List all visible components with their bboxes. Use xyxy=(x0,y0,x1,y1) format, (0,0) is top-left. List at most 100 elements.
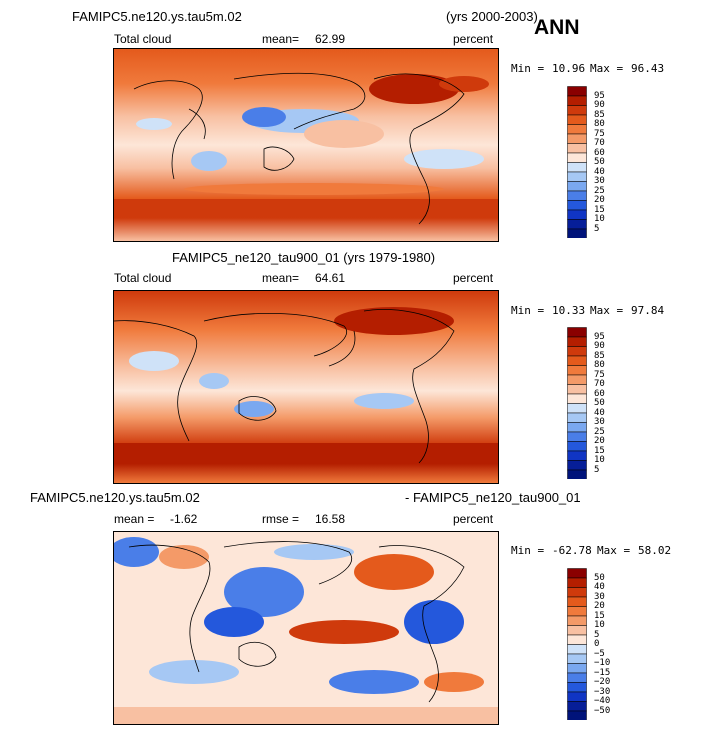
colorbar-box xyxy=(567,469,587,479)
panel3-rmse-value: 16.58 xyxy=(315,512,346,526)
colorbar-tick-label: 50 xyxy=(594,572,605,583)
panel1-map xyxy=(113,48,499,242)
colorbar-tick-label: 50 xyxy=(594,398,605,408)
colorbar-box xyxy=(567,663,587,674)
panel1-coastlines xyxy=(133,72,465,225)
colorbar-box xyxy=(567,606,587,617)
case1-years: (yrs 2000-2003) xyxy=(446,9,538,24)
panel3-max-label: Max = xyxy=(597,544,631,557)
colorbar-tick-label: −5 xyxy=(594,648,605,659)
season-label: ANN xyxy=(534,16,580,39)
panel1-cloud-blobs xyxy=(114,74,498,217)
panel3-mean-value: -1.62 xyxy=(170,512,198,526)
colorbar-box xyxy=(567,171,587,182)
colorbar-tick-label: 75 xyxy=(594,369,605,380)
panel3-title-right: - FAMIPC5_ne120_tau900_01 xyxy=(405,490,581,505)
colorbar-tick-label: 10 xyxy=(594,620,605,630)
colorbar-box xyxy=(567,105,587,116)
panel2-units: percent xyxy=(453,271,494,285)
panel1-field: Total cloud xyxy=(114,32,172,46)
colorbar-tick-label: 70 xyxy=(594,138,605,148)
colorbar-box xyxy=(567,384,587,395)
panel2-coastlines xyxy=(114,309,455,464)
colorbar-box xyxy=(567,181,587,192)
colorbar-tick-label: 40 xyxy=(594,582,605,592)
panel1-mean-label: mean= xyxy=(262,32,300,46)
colorbar-tick-label: −15 xyxy=(594,667,611,678)
colorbar-box xyxy=(567,355,587,366)
panel2-min-label: Min = xyxy=(511,304,545,317)
colorbar-box xyxy=(567,422,587,433)
colorbar-tick-label: 50 xyxy=(594,157,605,167)
colorbar-tick-label: 30 xyxy=(594,417,605,427)
panel3-colorbar xyxy=(567,568,587,720)
colorbar-box xyxy=(567,95,587,106)
colorbar-box xyxy=(567,374,587,385)
colorbar-box xyxy=(567,133,587,144)
colorbar-box xyxy=(567,691,587,702)
colorbar-box xyxy=(567,162,587,173)
colorbar-box xyxy=(567,596,587,607)
colorbar-tick-label: 5 xyxy=(594,629,600,640)
panel2-min-value: 10.33 xyxy=(552,304,586,317)
colorbar-box xyxy=(567,615,587,626)
panel1-max-label: Max = xyxy=(590,62,624,75)
panel3-map xyxy=(113,531,499,725)
panel2-mean-label: mean= xyxy=(262,271,300,285)
colorbar-tick-label: 10 xyxy=(594,214,605,224)
colorbar-box xyxy=(567,143,587,154)
panel3-mean-label: mean = xyxy=(114,512,155,526)
colorbar-tick-label: 85 xyxy=(594,350,605,361)
colorbar-tick-label: 60 xyxy=(594,388,605,399)
colorbar-tick-label: 15 xyxy=(594,445,605,456)
colorbar-tick-label: 80 xyxy=(594,360,605,370)
panel3-max-value: 58.02 xyxy=(638,544,672,557)
colorbar-box xyxy=(567,190,587,201)
colorbar-box xyxy=(567,625,587,636)
colorbar-tick-label: −10 xyxy=(594,658,611,668)
colorbar-tick-label: −40 xyxy=(594,696,611,706)
panel1-mean-value: 62.99 xyxy=(315,32,346,46)
colorbar-box xyxy=(567,634,587,645)
colorbar-box xyxy=(567,209,587,220)
colorbar-tick-label: 5 xyxy=(594,223,600,234)
panel2-colorbar xyxy=(567,327,587,479)
colorbar-tick-label: 70 xyxy=(594,379,605,389)
colorbar-tick-label: 40 xyxy=(594,407,605,418)
colorbar-tick-label: 20 xyxy=(594,195,605,205)
panel3-diff-blobs xyxy=(114,537,498,724)
colorbar-tick-label: 30 xyxy=(594,591,605,602)
panel1-colorbar xyxy=(567,86,587,238)
colorbar-tick-label: 85 xyxy=(594,109,605,120)
panel2-field: Total cloud xyxy=(114,271,172,285)
colorbar-box xyxy=(567,450,587,461)
colorbar-tick-label: 90 xyxy=(594,100,605,110)
colorbar-tick-label: 20 xyxy=(594,601,605,611)
panel3-title-left: FAMIPC5.ne120.ys.tau5m.02 xyxy=(30,490,200,505)
colorbar-box xyxy=(567,327,587,338)
colorbar-box xyxy=(567,365,587,376)
panel2-max-label: Max = xyxy=(590,304,624,317)
colorbar-box xyxy=(567,86,587,97)
colorbar-box xyxy=(567,644,587,655)
colorbar-box xyxy=(567,228,587,238)
panel3-min-label: Min = xyxy=(511,544,545,557)
colorbar-tick-label: 40 xyxy=(594,166,605,177)
panel3-min-value: -62.78 xyxy=(552,544,592,557)
colorbar-box xyxy=(567,336,587,347)
panel3-coastlines xyxy=(128,541,465,703)
colorbar-box xyxy=(567,152,587,163)
colorbar-box xyxy=(567,460,587,471)
colorbar-box xyxy=(567,124,587,135)
panel2-title: FAMIPC5_ne120_tau900_01 (yrs 1979-1980) xyxy=(172,250,436,265)
panel2-mean-value: 64.61 xyxy=(315,271,346,285)
colorbar-box xyxy=(567,393,587,404)
colorbar-tick-label: 80 xyxy=(594,119,605,129)
colorbar-tick-label: 95 xyxy=(594,90,605,101)
case1-title: FAMIPC5.ne120.ys.tau5m.02 xyxy=(72,9,242,24)
colorbar-tick-label: 90 xyxy=(594,341,605,351)
colorbar-tick-label: −50 xyxy=(594,705,611,716)
colorbar-tick-label: 10 xyxy=(594,455,605,465)
panel2-max-value: 97.84 xyxy=(631,304,665,317)
colorbar-box xyxy=(567,200,587,211)
